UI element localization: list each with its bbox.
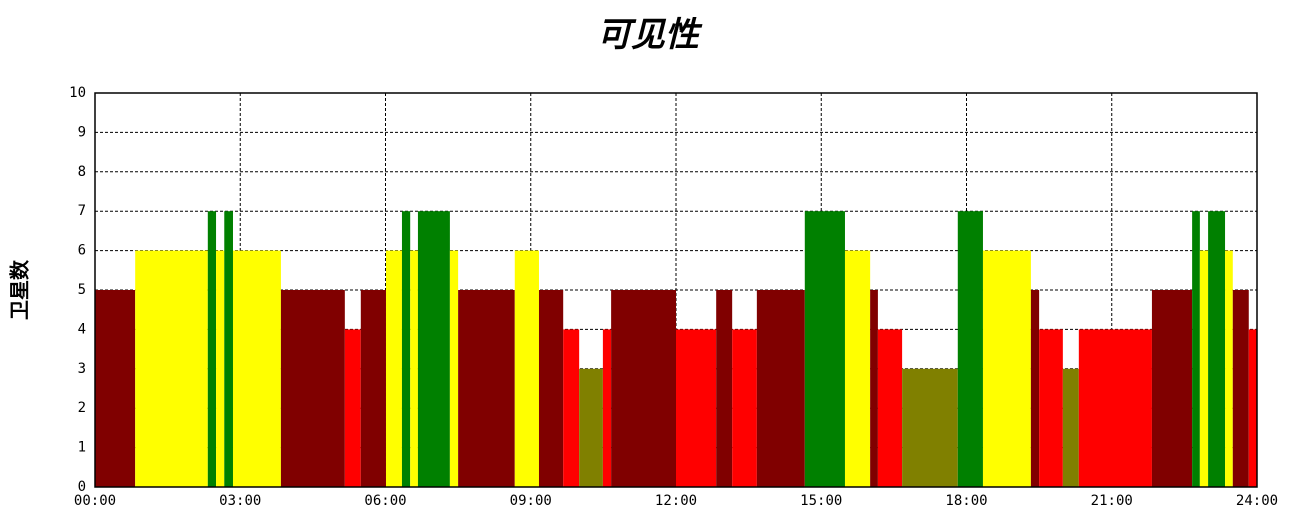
bar bbox=[401, 211, 411, 487]
bar bbox=[1039, 329, 1063, 487]
x-tick-label: 18:00 bbox=[945, 493, 987, 509]
bar bbox=[95, 290, 136, 487]
bar bbox=[1208, 211, 1226, 487]
bar bbox=[1078, 329, 1152, 487]
bar bbox=[280, 290, 345, 487]
bar bbox=[1030, 290, 1040, 487]
bar bbox=[207, 211, 217, 487]
bar bbox=[216, 250, 225, 487]
bar bbox=[579, 368, 603, 487]
bar bbox=[1192, 211, 1200, 487]
x-tick-label: 24:00 bbox=[1236, 493, 1278, 509]
y-tick-label: 3 bbox=[78, 361, 86, 377]
bar bbox=[417, 211, 450, 487]
y-tick-label: 8 bbox=[78, 164, 86, 180]
y-tick-label: 0 bbox=[78, 479, 86, 495]
bar bbox=[458, 290, 515, 487]
bar bbox=[1151, 290, 1193, 487]
bar bbox=[385, 250, 402, 487]
bar bbox=[756, 290, 805, 487]
x-tick-label: 03:00 bbox=[219, 493, 261, 509]
bar bbox=[538, 290, 564, 487]
y-axis-label: 卫星数 bbox=[8, 259, 32, 320]
y-tick-label: 4 bbox=[78, 321, 86, 337]
bar bbox=[716, 290, 733, 487]
bar bbox=[676, 329, 717, 487]
bar bbox=[224, 211, 233, 487]
bar bbox=[804, 211, 845, 487]
bar bbox=[1199, 250, 1209, 487]
bar bbox=[1232, 290, 1249, 487]
y-tick-label: 1 bbox=[78, 440, 86, 456]
bar bbox=[602, 329, 612, 487]
bar bbox=[360, 290, 386, 487]
chart-title: 可见性 bbox=[597, 16, 703, 54]
bar bbox=[982, 250, 1031, 487]
bar bbox=[344, 329, 361, 487]
y-tick-label: 7 bbox=[78, 203, 86, 219]
bar bbox=[449, 250, 459, 487]
y-tick-label: 9 bbox=[78, 124, 86, 140]
bar bbox=[877, 329, 903, 487]
bar bbox=[232, 250, 281, 487]
bar bbox=[611, 290, 676, 487]
y-tick-label: 6 bbox=[78, 243, 86, 259]
x-tick-label: 06:00 bbox=[364, 493, 406, 509]
x-tick-label: 00:00 bbox=[74, 493, 116, 509]
y-tick-label: 2 bbox=[78, 400, 86, 416]
bar bbox=[135, 250, 208, 487]
bar bbox=[870, 290, 878, 487]
plot-frame bbox=[94, 92, 1258, 488]
bar bbox=[1248, 329, 1257, 487]
y-tick-label: 10 bbox=[69, 85, 86, 101]
bar bbox=[957, 211, 983, 487]
x-tick-label: 12:00 bbox=[655, 493, 697, 509]
bar bbox=[1062, 368, 1079, 487]
x-tick-label: 21:00 bbox=[1091, 493, 1133, 509]
bar bbox=[732, 329, 757, 487]
x-tick-label: 15:00 bbox=[800, 493, 842, 509]
bar bbox=[410, 250, 418, 487]
bar bbox=[844, 250, 871, 487]
bar bbox=[902, 368, 958, 487]
bar bbox=[1225, 250, 1233, 487]
y-tick-label: 5 bbox=[78, 282, 86, 298]
bar bbox=[563, 329, 580, 487]
bar bbox=[514, 250, 539, 487]
x-tick-label: 09:00 bbox=[510, 493, 552, 509]
